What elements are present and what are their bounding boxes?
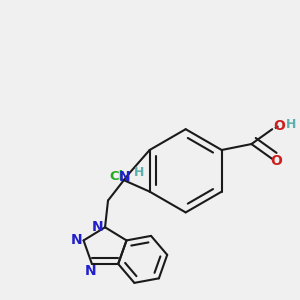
Text: Cl: Cl: [109, 170, 124, 183]
Text: N: N: [92, 220, 103, 234]
Text: N: N: [85, 264, 96, 278]
Text: H: H: [286, 118, 296, 131]
Text: O: O: [274, 119, 286, 133]
Text: O: O: [270, 154, 282, 168]
Text: H: H: [134, 166, 144, 179]
Text: N: N: [70, 233, 82, 248]
Text: N: N: [118, 170, 130, 184]
